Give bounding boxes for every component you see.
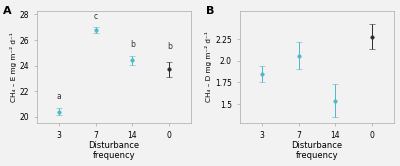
Text: b: b [167, 42, 172, 51]
X-axis label: Disturbance
frequency: Disturbance frequency [88, 141, 140, 161]
Text: A: A [2, 6, 11, 16]
Y-axis label: CH₄ – D mg m⁻² d⁻¹: CH₄ – D mg m⁻² d⁻¹ [205, 32, 212, 102]
Y-axis label: CH₄ – E mg m⁻² d⁻¹: CH₄ – E mg m⁻² d⁻¹ [10, 32, 16, 102]
Text: B: B [206, 6, 214, 16]
Text: b: b [130, 40, 135, 49]
Text: a: a [56, 92, 61, 101]
X-axis label: Disturbance
frequency: Disturbance frequency [292, 141, 342, 161]
Text: c: c [94, 12, 98, 21]
